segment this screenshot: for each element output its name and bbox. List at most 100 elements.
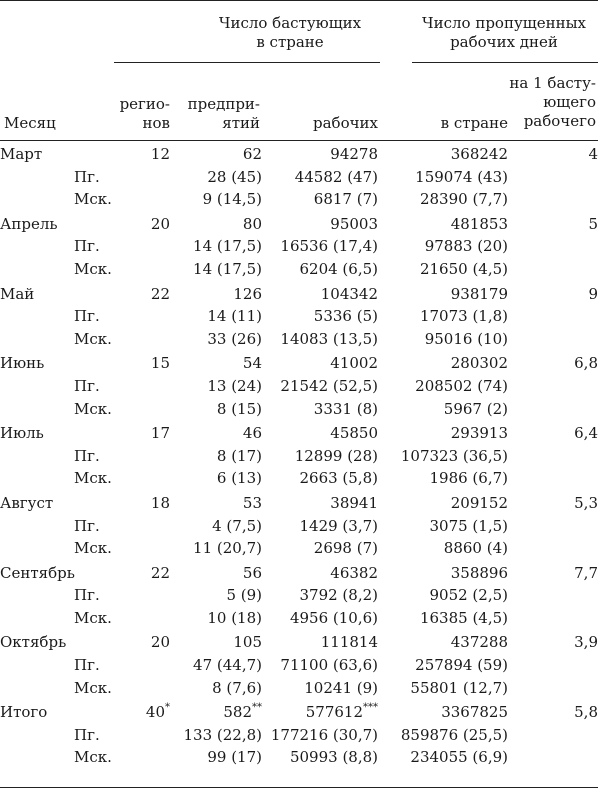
enterprises-value: 10 (18)	[207, 608, 262, 627]
table-subrow: Мск. 99 (17) 50993 (8,8) 234055 (6,9)	[0, 746, 598, 769]
workers-value: 12899 (28)	[294, 446, 378, 465]
workers-value: 2663 (5,8)	[299, 469, 378, 488]
table-subrow: Мск. 10 (18) 4956 (10,6) 16385 (4,5)	[0, 607, 598, 630]
row-name: Апрель	[0, 214, 58, 233]
table-subrow: Мск. 8 (15) 3331 (8) 5967 (2)	[0, 398, 598, 421]
enterprises-value: 46	[242, 424, 262, 443]
row-name: Пг.	[74, 307, 100, 326]
workers-value: 2698 (7)	[313, 539, 378, 558]
enterprises-value: 4 (7,5)	[212, 516, 262, 535]
table-row: Октябрь 20 105 111814 437288 3,9	[0, 631, 598, 654]
row-name: Пг.	[74, 446, 100, 465]
row-name: Пг.	[74, 586, 100, 605]
per-striker-value: 6,8	[574, 354, 598, 373]
table-row: Сентябрь 22 56 46382 358896 7,7	[0, 562, 598, 585]
workers-value: 16536 (17,4)	[280, 237, 378, 256]
row-name: Октябрь	[0, 633, 67, 652]
enterprises-value: 126	[233, 284, 262, 303]
enterprises-value: 582	[223, 703, 252, 722]
workers-value: 38941	[330, 493, 378, 512]
enterprises-value: 14 (17,5)	[193, 237, 262, 256]
table-row: Итого 40* 582** 577612*** 3367825 5,8	[0, 701, 598, 724]
enterprises-value: 14 (17,5)	[193, 259, 262, 278]
table-row: Июль 17 46 45850 293913 6,4	[0, 422, 598, 445]
table-subrow: Мск. 6 (13) 2663 (5,8) 1986 (6,7)	[0, 467, 598, 490]
regions-value: 15	[150, 354, 170, 373]
footnote-mark: *	[165, 702, 170, 714]
table-row: Май 22 126 104342 938179 9	[0, 283, 598, 306]
workers-value: 71100 (63,6)	[280, 656, 378, 675]
lost-days-value: 21650 (4,5)	[419, 259, 508, 278]
header-month: Месяц	[4, 114, 56, 132]
per-striker-value: 4	[588, 145, 598, 163]
lost-days-value: 3075 (1,5)	[429, 516, 508, 535]
row-name: Мск.	[74, 190, 112, 209]
row-name: Пг.	[74, 725, 100, 744]
row-name: Август	[0, 493, 54, 512]
enterprises-value: 99 (17)	[207, 748, 262, 767]
per-striker-value: 5,8	[574, 703, 598, 722]
row-name: Мск.	[74, 259, 112, 278]
workers-value: 1429 (3,7)	[299, 516, 378, 535]
enterprises-value: 56	[242, 563, 262, 582]
lost-days-value: 9052 (2,5)	[429, 586, 508, 605]
header-regions: регио- нов	[119, 95, 170, 132]
table-subrow: Пг. 47 (44,7) 71100 (63,6) 257894 (59)	[0, 654, 598, 677]
table-row: Март 12 62 94278 368242 4	[0, 143, 598, 166]
enterprises-value: 80	[242, 214, 262, 233]
row-name: Пг.	[74, 167, 100, 186]
regions-value: 20	[150, 214, 170, 233]
per-striker-value: 5,3	[574, 493, 598, 512]
regions-value: 20	[150, 633, 170, 652]
enterprises-value: 133 (22,8)	[183, 725, 262, 744]
table-subrow: Пг. 28 (45) 44582 (47) 159074 (43)	[0, 166, 598, 189]
row-name: Мск.	[74, 469, 112, 488]
enterprises-value: 28 (45)	[207, 167, 262, 186]
table-subrow: Мск. 14 (17,5) 6204 (6,5) 21650 (4,5)	[0, 258, 598, 281]
row-name: Пг.	[74, 376, 100, 395]
lost-days-value: 95016 (10)	[424, 329, 508, 348]
table-subrow: Пг. 133 (22,8) 177216 (30,7) 859876 (25,5)	[0, 724, 598, 747]
lost-days-value: 293913	[450, 424, 508, 443]
workers-value: 14083 (13,5)	[280, 329, 378, 348]
workers-value: 21542 (52,5)	[280, 376, 378, 395]
per-striker-value: 6,4	[574, 424, 598, 443]
header-workers: рабочих	[313, 114, 378, 132]
table-row: Июнь 15 54 41002 280302 6,8	[0, 352, 598, 375]
workers-value: 6817 (7)	[313, 190, 378, 209]
row-name: Май	[0, 284, 35, 303]
per-striker-value: 5	[588, 214, 598, 233]
regions-value: 12	[150, 145, 170, 163]
row-name: Мск.	[74, 539, 112, 558]
lostdays-group-rule	[412, 62, 598, 63]
table-subrow: Мск. 9 (14,5) 6817 (7) 28390 (7,7)	[0, 188, 598, 211]
row-name: Сентябрь	[0, 563, 75, 582]
row-name: Итого	[0, 703, 48, 722]
workers-value: 6204 (6,5)	[299, 259, 378, 278]
lost-days-value: 209152	[450, 493, 508, 512]
workers-value: 4956 (10,6)	[289, 608, 378, 627]
lost-days-value: 368242	[450, 145, 508, 163]
workers-value: 104342	[320, 284, 378, 303]
row-name: Мск.	[74, 608, 112, 627]
regions-value: 17	[150, 424, 170, 443]
lost-days-value: 16385 (4,5)	[419, 608, 508, 627]
lost-days-value: 97883 (20)	[424, 237, 508, 256]
enterprises-value: 8 (7,6)	[212, 678, 262, 697]
row-name: Март	[0, 145, 43, 163]
enterprises-value: 14 (11)	[207, 307, 262, 326]
table-row: Август 18 53 38941 209152 5,3	[0, 492, 598, 515]
top-rule	[0, 0, 598, 1]
enterprises-value: 9 (14,5)	[202, 190, 262, 209]
header-strikers-group: Число бастующих в стране	[218, 14, 362, 51]
table-body: Март 12 62 94278 368242 4 Пг. 28 (45) 44582 (47)…	[0, 143, 598, 769]
footnote-mark: ***	[363, 702, 378, 714]
lost-days-value: 3367825	[441, 703, 508, 722]
regions-value: 40	[145, 703, 165, 722]
table-subrow: Пг. 8 (17) 12899 (28) 107323 (36,5)	[0, 445, 598, 468]
regions-value: 18	[150, 493, 170, 512]
enterprises-value: 11 (20,7)	[193, 539, 262, 558]
workers-value: 95003	[330, 214, 378, 233]
table-row: Апрель 20 80 95003 481853 5	[0, 213, 598, 236]
